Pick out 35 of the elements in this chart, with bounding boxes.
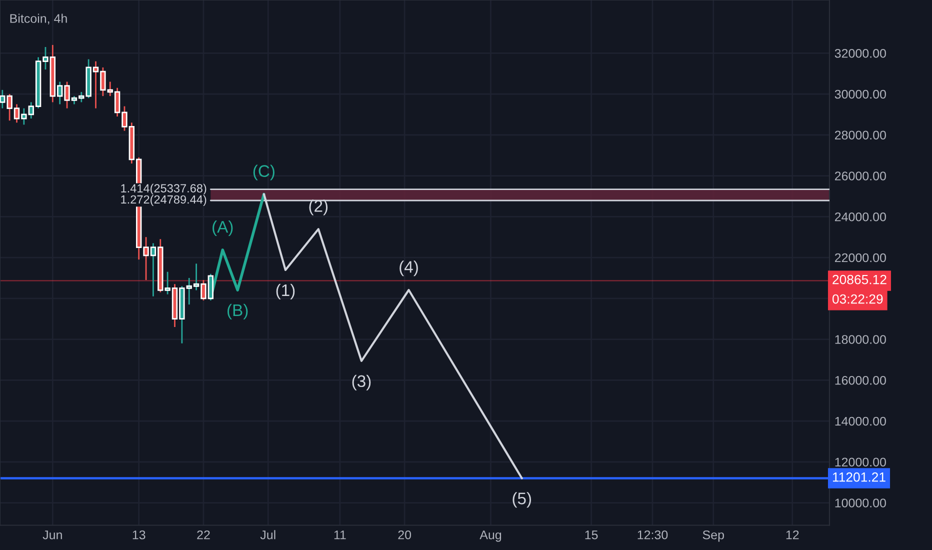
x-tick-label: 20 (398, 530, 412, 540)
y-tick-label: 10000.00 (835, 498, 886, 508)
text: Bitcoin, 4h (10, 14, 67, 24)
x-tick-label: Jul (260, 530, 276, 540)
annotation: (3) (352, 374, 371, 390)
x-tick-label: 22 (197, 530, 210, 540)
x-tick-label: Aug (480, 530, 502, 542)
annotation: (B) (228, 304, 248, 320)
annotation: (A) (212, 220, 233, 236)
x-tick-label: Sep (702, 530, 724, 542)
y-tick-label: 18000.00 (835, 335, 886, 344)
annotation: (C) (253, 164, 274, 180)
text: 03:22:29 (832, 294, 883, 304)
annotation: (1) (276, 284, 295, 300)
ref-line-label: 20865.12 (832, 274, 886, 284)
x-tick-label: 13 (132, 530, 146, 540)
y-tick-label: 32000.00 (834, 48, 886, 58)
y-tick-label: 14000.00 (835, 416, 886, 426)
y-tick-label: 26000.00 (834, 172, 886, 180)
y-tick-label: 28000.00 (834, 130, 886, 140)
x-tick-label: 15 (585, 530, 598, 540)
x-tick-label: 12:30 (638, 530, 668, 540)
y-tick-label: 30000.00 (834, 90, 886, 99)
x-tick-label: 11 (334, 530, 346, 540)
annotation: 1.414(25337.68) (121, 184, 206, 195)
ref-line-label: 11201.21 (832, 472, 886, 482)
annotation: (4) (400, 260, 418, 276)
y-tick-label: 24000.00 (834, 212, 886, 222)
x-tick-label: 12 (786, 530, 799, 540)
annotation: 1.272(24789.44) (121, 195, 206, 206)
y-tick-label: 12000.00 (835, 458, 886, 467)
y-tick-label: 16000.00 (835, 376, 886, 385)
x-tick-label: Jun (42, 530, 62, 540)
annotation: (5) (512, 492, 532, 508)
y-tick-label: 22000.00 (834, 253, 886, 262)
